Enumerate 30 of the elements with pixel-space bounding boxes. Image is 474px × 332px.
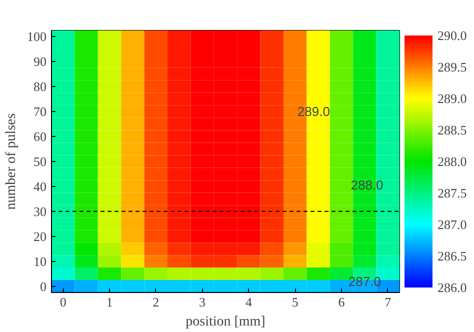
- x-tick-label: 6: [338, 294, 346, 310]
- color-bar-label: 288.0: [438, 154, 467, 169]
- y-tick-label: 30: [34, 204, 46, 219]
- color-bar-label: 290.0: [438, 28, 467, 43]
- y-tick-label: 70: [34, 104, 46, 120]
- x-tick-label: 0: [60, 294, 66, 310]
- y-tick-label: 50: [34, 154, 46, 169]
- y-tick-label: 60: [34, 129, 46, 144]
- x-axis-title: position [mm]: [186, 314, 266, 330]
- y-tick-label: 10: [34, 254, 46, 269]
- y-tick-label: 20: [34, 228, 46, 244]
- color-bar-label: 289.5: [438, 60, 467, 74]
- x-tick-label: 1: [106, 294, 113, 310]
- color-bar-label: 289.0: [438, 91, 467, 106]
- x-tick-label: 7: [384, 294, 392, 310]
- x-tick-label: 3: [199, 294, 206, 310]
- x-tick-label: 4: [245, 294, 252, 310]
- color-bar-label: 286.5: [438, 248, 467, 264]
- color-bar-label: 287.5: [438, 186, 467, 200]
- y-axis-title: number of pulses: [4, 113, 19, 210]
- x-tick-label: 2: [152, 294, 160, 310]
- y-tick-label: 90: [34, 54, 46, 70]
- y-tick-label: 80: [34, 79, 46, 94]
- y-tick-label: 40: [34, 178, 46, 194]
- color-bar-label: 286.0: [438, 280, 467, 295]
- x-tick-label: 5: [292, 294, 298, 310]
- color-bar-label: 288.5: [438, 122, 467, 138]
- y-tick-label: 0: [40, 278, 46, 294]
- y-tick-label: 100: [27, 29, 46, 44]
- color-bar-label: 287.0: [438, 217, 467, 232]
